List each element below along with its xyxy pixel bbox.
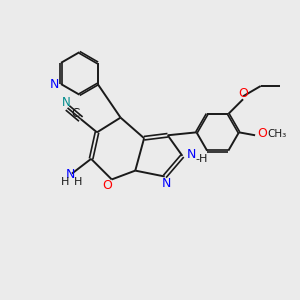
Text: N: N bbox=[62, 96, 70, 109]
Text: N: N bbox=[66, 168, 75, 181]
Text: H: H bbox=[60, 177, 69, 187]
Text: O: O bbox=[257, 127, 267, 140]
Text: O: O bbox=[238, 88, 248, 100]
Text: N: N bbox=[187, 148, 196, 161]
Text: O: O bbox=[102, 179, 112, 192]
Text: H: H bbox=[74, 177, 82, 187]
Text: CH₃: CH₃ bbox=[268, 129, 287, 139]
Text: C: C bbox=[71, 107, 80, 120]
Text: N: N bbox=[161, 177, 171, 190]
Text: -H: -H bbox=[195, 154, 208, 164]
Text: N: N bbox=[50, 77, 59, 91]
